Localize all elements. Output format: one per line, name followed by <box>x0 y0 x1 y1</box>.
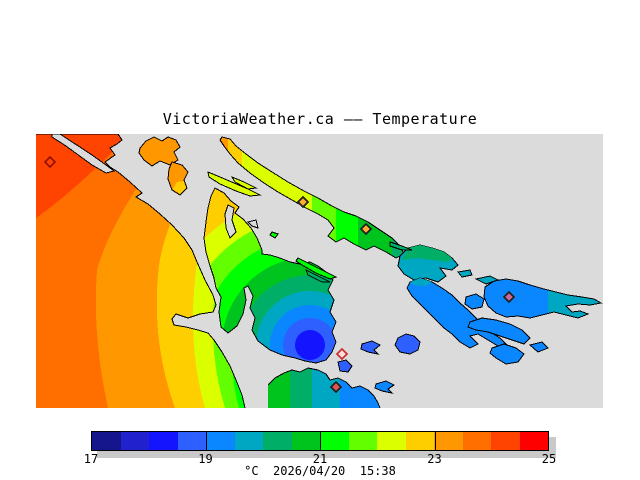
colorbar-segment <box>177 432 206 450</box>
page-title: VictoriaWeather.ca —— Temperature <box>162 110 478 128</box>
blue-islet-2 <box>360 340 381 355</box>
orcas-nw-sliver-1 <box>457 269 473 278</box>
colorbar-tick-label: 19 <box>198 452 213 466</box>
colorbar-segment <box>405 432 434 450</box>
bottom-island-coastline <box>267 367 381 408</box>
blue-islet-1 <box>337 359 353 373</box>
central-island-bay <box>224 204 237 239</box>
station-marker <box>43 155 57 169</box>
teal-sliver <box>389 241 413 251</box>
colorbar-tick-labels: 17 19 21 23 25 <box>84 452 556 466</box>
colorbar-segment <box>234 432 263 450</box>
station-marker <box>329 380 343 394</box>
blue-islet-3 <box>374 380 395 394</box>
station-marker <box>296 195 310 209</box>
colorbar-segment <box>348 432 377 450</box>
lopez-island-3 <box>528 341 549 353</box>
colorbar-segment <box>462 432 491 450</box>
saanich-inlet <box>51 134 116 174</box>
colorbar-segment <box>120 432 149 450</box>
colorbar-segment <box>519 432 548 450</box>
colorbar-segment <box>149 432 178 450</box>
colorbar-tick-label: 17 <box>83 452 99 466</box>
colorbar-segment <box>491 432 520 450</box>
round-blue-islet <box>394 333 421 355</box>
colorbar-segment <box>92 432 121 450</box>
orcas-island-coastline <box>483 278 603 319</box>
orcas-west-islet <box>464 293 485 310</box>
temperature-map <box>36 134 603 408</box>
teal-island-main-green-top <box>402 245 452 262</box>
station-marker <box>502 290 516 304</box>
colorbar-segment <box>263 432 292 450</box>
colorbar-tick-label: 23 <box>427 452 442 466</box>
vancouver-island-coastline <box>36 134 246 408</box>
green-sliver-2 <box>305 268 331 283</box>
sliver-island-1 <box>207 171 262 197</box>
colorbar-segment <box>434 432 463 450</box>
orcas-nw-sliver-2 <box>474 275 500 285</box>
lopez-island-1 <box>467 317 531 345</box>
colorbar-segment <box>291 432 320 450</box>
colorbar-segment <box>206 432 235 450</box>
island-orange-b-gold-tip <box>173 181 186 194</box>
lopez-island-2 <box>489 343 525 365</box>
units-datetime-label: °C 2026/04/20 15:38 <box>244 464 396 478</box>
green-sliver-1 <box>295 257 338 280</box>
central-island-coastline <box>203 187 337 364</box>
san-juan-teal-fringe <box>410 278 432 286</box>
galiano-pender-coastline <box>219 136 405 259</box>
colorbar-segment <box>320 432 349 450</box>
colorbar-tick-label: 25 <box>541 452 557 466</box>
station-marker <box>359 222 373 236</box>
sliver-island-2 <box>230 175 258 190</box>
colorbar-tick-label: 21 <box>312 452 328 466</box>
colorbar <box>91 431 549 451</box>
station-marker <box>335 347 349 361</box>
tiny-islet <box>269 231 279 239</box>
island-orange-a <box>138 136 181 167</box>
station-markers <box>43 155 516 394</box>
colorbar-segment <box>377 432 406 450</box>
small-lake-outline <box>247 219 259 229</box>
